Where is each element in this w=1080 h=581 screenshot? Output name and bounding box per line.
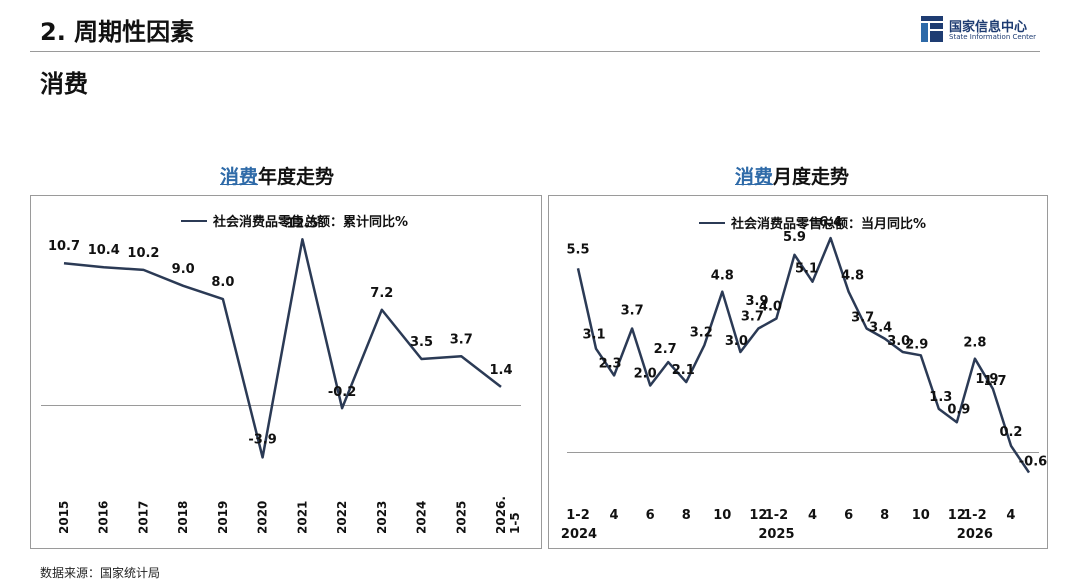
data-label: -3.9	[248, 432, 276, 447]
x-tick-label: 6	[646, 508, 655, 523]
year-label: 2024	[561, 527, 597, 542]
x-tick-label: 2026.	[494, 496, 508, 534]
x-tick-label: 8	[880, 508, 889, 523]
x-tick-label: 10	[912, 508, 930, 523]
annual-chart-title-rest: 年度走势	[258, 166, 334, 188]
x-tick-label: 4	[1006, 508, 1015, 523]
monthly-chart-title-rest: 月度走势	[773, 166, 849, 188]
data-label: 2.1	[672, 363, 695, 378]
data-label: 2.3	[599, 356, 622, 371]
monthly-chart-title-highlight: 消费	[735, 166, 773, 188]
data-label: 7.2	[370, 286, 393, 301]
data-label: 5.5	[566, 242, 589, 257]
x-tick-label: 1-2	[765, 508, 789, 523]
data-label: 3.7	[621, 304, 644, 319]
data-label: 12.5	[286, 216, 318, 231]
logo-mark-icon	[921, 16, 943, 42]
data-label: 3.0	[725, 334, 748, 349]
data-label: 3.7	[450, 332, 473, 347]
data-label: 10.7	[48, 239, 80, 254]
x-tick-label: 2023	[375, 501, 389, 534]
data-source: 数据来源：国家统计局	[40, 564, 160, 581]
data-label: 8.0	[211, 275, 234, 290]
annual-chart-title-highlight: 消费	[220, 166, 258, 188]
data-label: 9.0	[172, 262, 195, 277]
x-tick-label: 2015	[57, 501, 71, 534]
x-tick-label: 4	[808, 508, 817, 523]
x-tick-label: 1-5	[508, 512, 522, 534]
data-label: 5.9	[783, 230, 806, 245]
data-label: 3.9	[745, 294, 768, 309]
data-label: 3.2	[690, 325, 713, 340]
data-label: 2.8	[963, 336, 986, 351]
data-label: 1.7	[983, 374, 1006, 389]
x-tick-label: 2024	[415, 501, 429, 534]
x-tick-label: 2020	[256, 501, 270, 534]
x-tick-label: 1-2	[963, 508, 987, 523]
data-label: 3.5	[410, 335, 433, 350]
data-label: 6.4	[819, 215, 842, 230]
x-tick-label: 8	[682, 508, 691, 523]
data-label: 4.8	[841, 269, 864, 284]
data-label: 2.7	[654, 342, 677, 357]
data-label: 5.1	[795, 262, 818, 277]
x-tick-label: 6	[844, 508, 853, 523]
year-label: 2026	[957, 527, 993, 542]
data-label: 1.4	[489, 363, 512, 378]
x-tick-label: 2018	[176, 501, 190, 534]
x-tick-label: 2021	[295, 501, 309, 534]
data-label: 10.2	[127, 246, 159, 261]
year-label: 2025	[758, 527, 794, 542]
data-label: 4.8	[711, 269, 734, 284]
x-tick-label: 2016	[97, 501, 111, 534]
data-label: 2.0	[634, 367, 657, 382]
x-tick-label: 2019	[216, 501, 230, 534]
monthly-chart-title: 消费月度走势	[735, 162, 849, 189]
x-tick-label: 2017	[136, 501, 150, 534]
annual-chart-title: 消费年度走势	[220, 162, 334, 189]
data-label: 0.9	[947, 402, 970, 417]
data-label: 10.4	[88, 243, 120, 258]
x-tick-label: 10	[713, 508, 731, 523]
x-tick-label: 2022	[335, 501, 349, 534]
x-tick-label: 1-2	[566, 508, 590, 523]
x-tick-label: 4	[610, 508, 619, 523]
data-label: -0.2	[328, 385, 356, 400]
x-tick-label: 2025	[454, 501, 468, 534]
data-label: -0.6	[1019, 455, 1047, 470]
logo: 国家信息中心 State Information Center	[921, 16, 1051, 46]
topic-title: 消费	[40, 64, 88, 99]
header-divider	[30, 51, 1040, 52]
data-label: 0.2	[999, 425, 1022, 440]
data-label: 2.9	[905, 337, 928, 352]
monthly-chart: 社会消费品零售总额：当月同比%5.53.12.33.72.02.72.13.24…	[549, 196, 1047, 548]
series-line	[64, 239, 501, 457]
data-label: 3.1	[583, 328, 606, 343]
logo-text-en: State Information Center	[949, 33, 1036, 41]
section-title: 2. 周期性因素	[40, 12, 194, 47]
